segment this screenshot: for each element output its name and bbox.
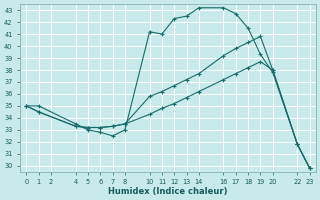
X-axis label: Humidex (Indice chaleur): Humidex (Indice chaleur) [108,187,228,196]
